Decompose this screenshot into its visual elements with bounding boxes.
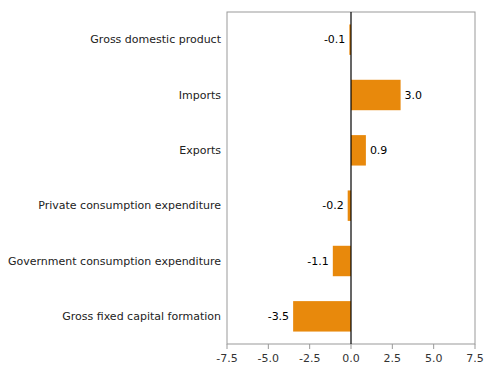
bar — [351, 80, 401, 110]
data-label: 3.0 — [405, 89, 423, 102]
category-label: Imports — [179, 89, 222, 102]
bar — [351, 135, 366, 165]
x-tick — [227, 344, 228, 349]
x-tick-label: -7.5 — [216, 352, 237, 365]
x-tick-label: 5.0 — [425, 352, 443, 365]
category-label: Gross domestic product — [90, 33, 221, 46]
x-tick — [268, 344, 269, 349]
category-label: Government consumption expenditure — [8, 255, 221, 268]
data-label: -3.5 — [268, 310, 289, 323]
bar — [333, 246, 351, 276]
x-tick-label: 2.5 — [384, 352, 402, 365]
data-label: -1.1 — [307, 255, 328, 268]
x-tick — [433, 344, 434, 349]
x-tick-label: 0.0 — [342, 352, 360, 365]
data-label: 0.9 — [370, 144, 388, 157]
x-tick-label: -2.5 — [299, 352, 320, 365]
category-label: Gross fixed capital formation — [62, 310, 221, 323]
x-tick — [309, 344, 310, 349]
x-tick — [475, 344, 476, 349]
x-tick-label: -5.0 — [258, 352, 279, 365]
category-label: Exports — [179, 144, 221, 157]
category-label: Private consumption expenditure — [38, 199, 221, 212]
chart: Gross fixed capital formation Government … — [0, 0, 491, 378]
data-label: -0.1 — [324, 33, 345, 46]
x-tick-label: 7.5 — [466, 352, 484, 365]
zero-line — [350, 12, 351, 344]
data-label: -0.2 — [322, 199, 343, 212]
x-tick — [351, 344, 352, 349]
x-tick — [392, 344, 393, 349]
bar — [293, 301, 351, 331]
plot-frame — [227, 12, 475, 344]
